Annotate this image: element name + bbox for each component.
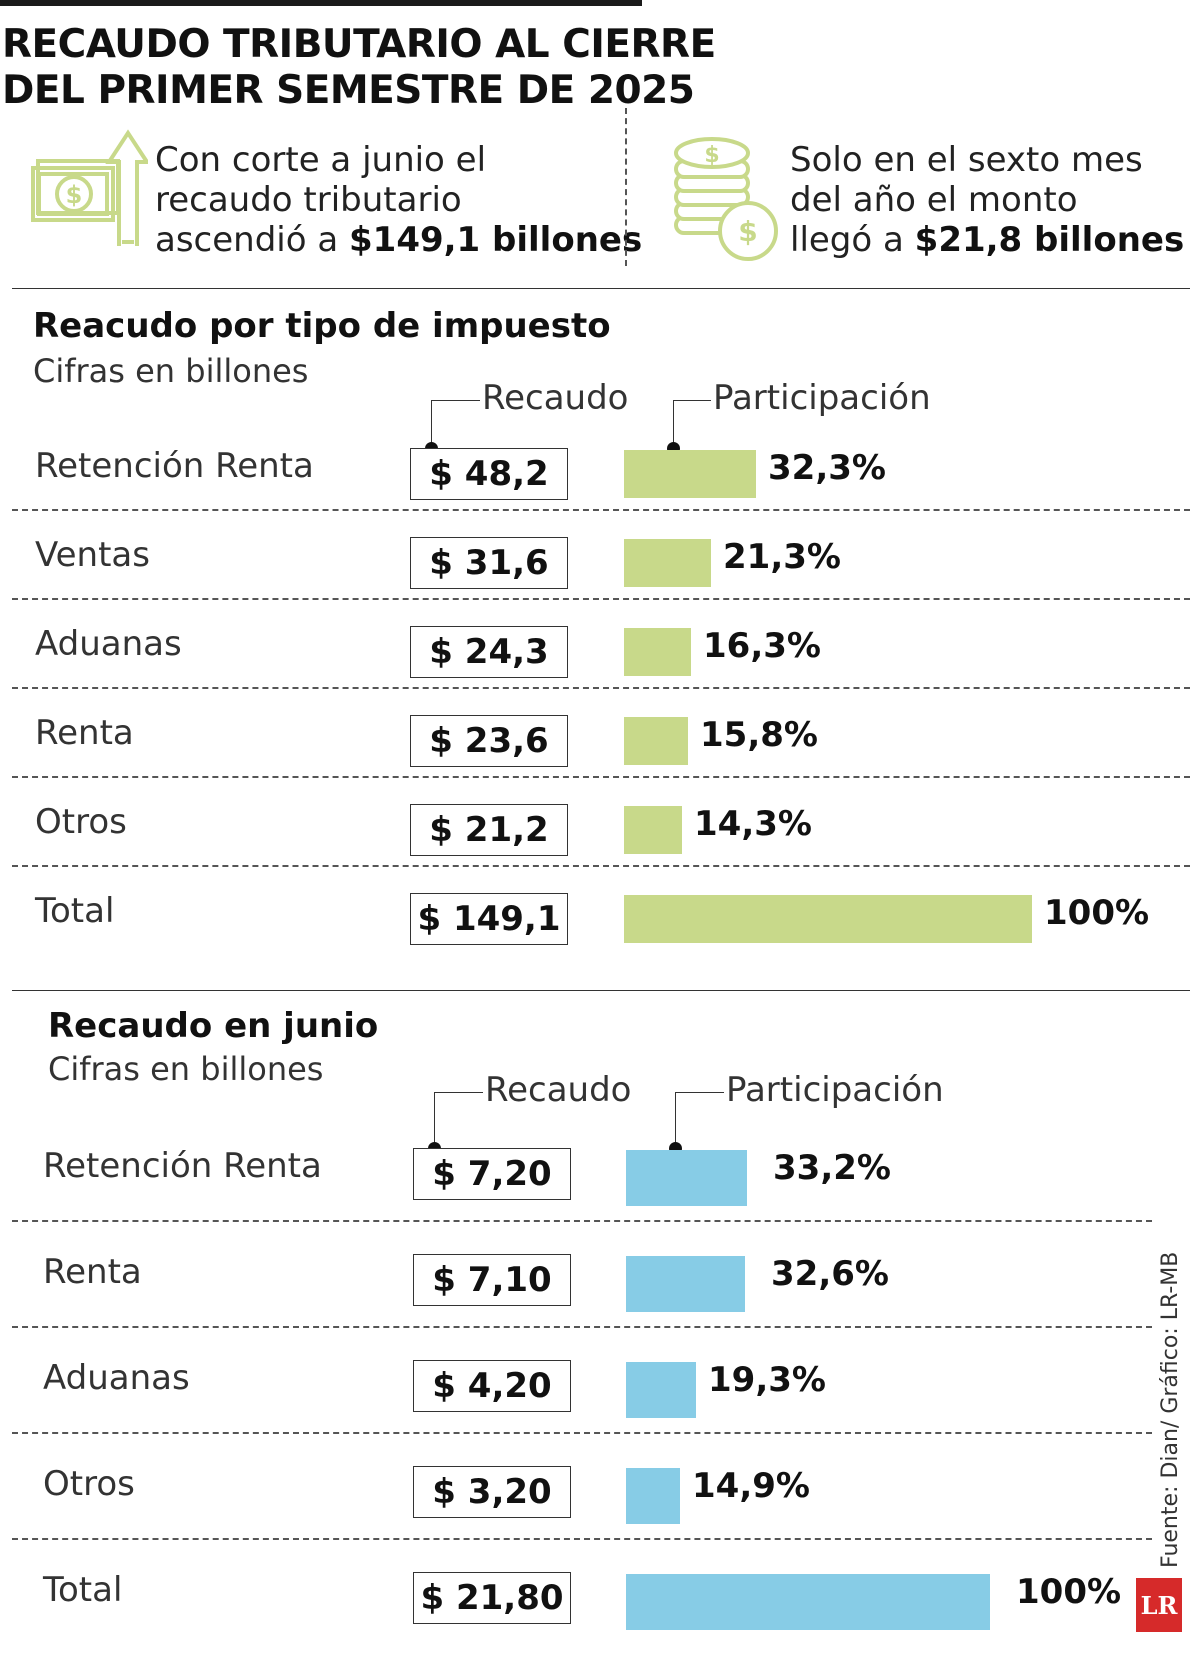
semester-row-divider xyxy=(12,865,1190,867)
june-row-label-aduanas: Aduanas xyxy=(43,1358,190,1398)
semester-share-renta: 15,8% xyxy=(700,715,818,755)
semester-bar-total xyxy=(624,895,1032,943)
kpi-semester-value: $149,1 billones xyxy=(349,220,643,260)
june-share-retencion-renta: 33,2% xyxy=(773,1148,891,1188)
semester-share-aduanas: 16,3% xyxy=(703,626,821,666)
semester-value-renta: $ 23,6 xyxy=(410,715,568,767)
kpi-semester-desc: Con corte a junio el recaudo tributario … xyxy=(155,140,487,260)
semester-bar-aduanas xyxy=(624,628,691,676)
june-bar-retencion-renta xyxy=(626,1150,747,1206)
semester-value-ventas: $ 31,6 xyxy=(410,537,568,589)
section-divider-middle xyxy=(12,990,1190,991)
june-header-recaudo-leader xyxy=(434,1092,483,1149)
june-row-label-total: Total xyxy=(43,1570,123,1610)
kpi-divider xyxy=(625,108,627,266)
june-share-aduanas: 19,3% xyxy=(708,1360,826,1400)
june-chart-subtitle: Cifras en billones xyxy=(48,1050,324,1088)
june-row-divider xyxy=(12,1432,1152,1434)
june-row-label-otros: Otros xyxy=(43,1464,135,1504)
june-bar-total xyxy=(626,1574,990,1630)
semester-bar-renta xyxy=(624,717,688,765)
june-row-label-retencion-renta: Retención Renta xyxy=(43,1146,322,1186)
semester-value-aduanas: $ 24,3 xyxy=(410,626,568,678)
june-value-total: $ 21,80 xyxy=(413,1572,571,1624)
source-note: Fuente: Dian/ Gráfico: LR-MB xyxy=(1158,1251,1183,1568)
kpi-june-value: $21,8 billones xyxy=(914,220,1185,260)
semester-row-label-ventas: Ventas xyxy=(35,535,150,575)
semester-row-label-renta: Renta xyxy=(35,713,134,753)
semester-bar-retencion-renta xyxy=(624,450,756,498)
semester-chart-title: Reacudo por tipo de impuesto xyxy=(33,306,611,346)
june-bar-otros xyxy=(626,1468,680,1524)
coin-stack-icon: $ $ xyxy=(674,137,778,261)
kpi-june-text: Solo en el sexto mes del año el monto ll… xyxy=(790,140,1184,260)
semester-row-divider xyxy=(12,598,1190,600)
svg-text:$: $ xyxy=(66,181,83,209)
june-row-divider xyxy=(12,1326,1152,1328)
kpi-june-desc: Solo en el sexto mes del año el monto ll… xyxy=(790,140,1143,260)
top-rule xyxy=(0,0,642,6)
semester-share-retencion-renta: 32,3% xyxy=(768,448,886,488)
semester-header-participacion: Participación xyxy=(713,378,931,418)
june-value-retencion-renta: $ 7,20 xyxy=(413,1148,571,1200)
june-share-otros: 14,9% xyxy=(692,1466,810,1506)
june-header-participacion-leader xyxy=(675,1092,724,1149)
semester-row-divider xyxy=(12,509,1190,511)
june-value-aduanas: $ 4,20 xyxy=(413,1360,571,1412)
semester-chart-subtitle: Cifras en billones xyxy=(33,352,309,390)
semester-bar-ventas xyxy=(624,539,711,587)
semester-value-otros: $ 21,2 xyxy=(410,804,568,856)
svg-text:$: $ xyxy=(704,143,719,168)
june-share-renta: 32,6% xyxy=(771,1254,889,1294)
semester-row-divider xyxy=(12,687,1190,689)
svg-text:$: $ xyxy=(738,215,757,248)
money-bill-up-arrow-icon: $ xyxy=(31,129,148,246)
semester-row-label-retencion-renta: Retención Renta xyxy=(35,446,314,486)
semester-share-ventas: 21,3% xyxy=(723,537,841,577)
june-header-recaudo: Recaudo xyxy=(485,1070,632,1110)
june-row-divider xyxy=(12,1538,1152,1540)
semester-row-divider xyxy=(12,776,1190,778)
semester-row-label-otros: Otros xyxy=(35,802,127,842)
semester-header-participacion-leader xyxy=(673,400,711,449)
june-bar-renta xyxy=(626,1256,745,1312)
semester-share-otros: 14,3% xyxy=(694,804,812,844)
semester-header-recaudo-leader xyxy=(431,400,480,449)
june-row-divider xyxy=(12,1220,1152,1222)
semester-header-recaudo: Recaudo xyxy=(482,378,629,418)
june-value-renta: $ 7,10 xyxy=(413,1254,571,1306)
june-row-label-renta: Renta xyxy=(43,1252,142,1292)
june-chart-title: Recaudo en junio xyxy=(48,1006,379,1046)
june-bar-aduanas xyxy=(626,1362,696,1418)
semester-bar-otros xyxy=(624,806,682,854)
semester-value-retencion-renta: $ 48,2 xyxy=(410,448,568,500)
june-value-otros: $ 3,20 xyxy=(413,1466,571,1518)
kpi-semester-text: Con corte a junio el recaudo tributario … xyxy=(155,140,642,260)
june-share-total: 100% xyxy=(1016,1572,1122,1612)
page-title: RECAUDO TRIBUTARIO AL CIERRE DEL PRIMER … xyxy=(2,22,716,113)
section-divider-top xyxy=(12,288,1190,289)
june-header-participacion: Participación xyxy=(726,1070,944,1110)
semester-share-total: 100% xyxy=(1044,893,1150,933)
semester-row-label-total: Total xyxy=(35,891,115,931)
semester-value-total: $ 149,1 xyxy=(410,893,568,945)
semester-row-label-aduanas: Aduanas xyxy=(35,624,182,664)
lr-logo: LR xyxy=(1136,1578,1182,1632)
